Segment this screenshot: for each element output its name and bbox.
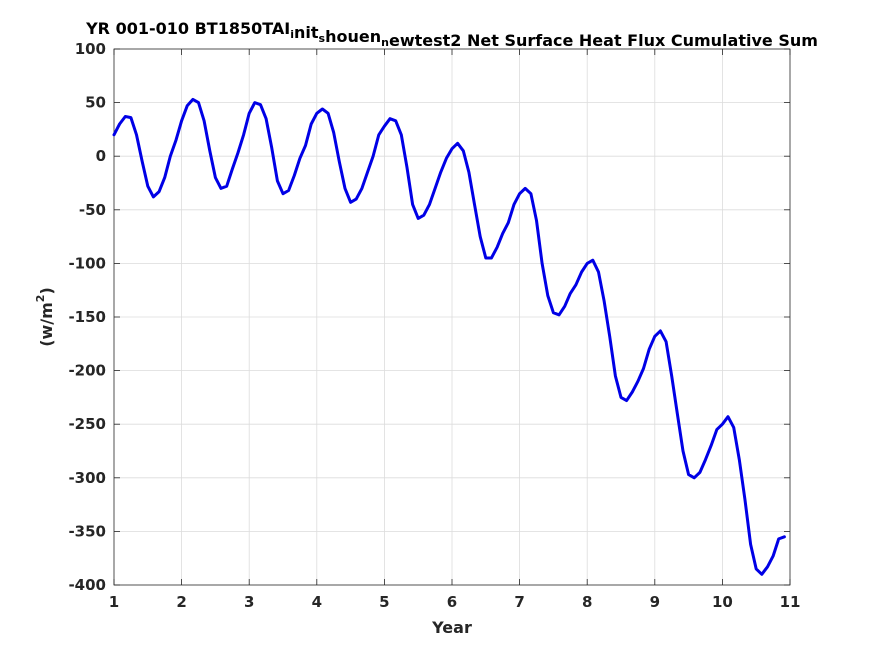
x-axis-ticks: 1 2 3 4 5 6 7 8 9 10 11 xyxy=(109,49,801,611)
y-tick-label: 50 xyxy=(85,94,106,112)
y-tick-label: -250 xyxy=(68,415,106,433)
title-part: s xyxy=(319,32,326,45)
x-tick-label: 2 xyxy=(176,593,186,611)
chart-title: YR 001-010 BT1850TAIinitshouennewtest2 N… xyxy=(85,19,818,50)
grid-lines xyxy=(114,49,790,585)
y-tick-label: 100 xyxy=(75,40,106,58)
title-part: houen xyxy=(325,27,381,46)
ylabel-close: ) xyxy=(37,287,56,294)
x-tick-label: 3 xyxy=(244,593,254,611)
title-part: nit xyxy=(294,23,319,42)
title-part: n xyxy=(381,36,389,49)
y-tick-label: -200 xyxy=(68,362,106,380)
x-tick-label: 7 xyxy=(514,593,524,611)
y-tick-label: 0 xyxy=(96,147,106,165)
title-part: YR 001-010 BT1850TAI xyxy=(85,19,290,38)
x-tick-label: 10 xyxy=(712,593,733,611)
ylabel-superscript: 2 xyxy=(34,295,47,303)
series-group xyxy=(112,97,786,576)
ylabel-text: (w/m xyxy=(37,302,56,347)
series-line xyxy=(112,97,786,576)
y-tick-label: -100 xyxy=(68,254,106,272)
y-tick-label: -350 xyxy=(68,522,106,540)
x-tick-label: 1 xyxy=(109,593,119,611)
x-tick-label: 5 xyxy=(379,593,389,611)
y-tick-label: -50 xyxy=(79,201,106,219)
x-tick-label: 4 xyxy=(312,593,322,611)
y-axis-label: (w/m2) xyxy=(34,287,56,347)
title-part: i xyxy=(290,28,294,41)
y-tick-label: -300 xyxy=(68,469,106,487)
y-tick-label: -400 xyxy=(68,576,106,594)
x-tick-label: 6 xyxy=(447,593,457,611)
y-tick-label: -150 xyxy=(68,308,106,326)
y-axis-ticks: 100 50 0 -50 -100 -150 -200 -250 -300 -350 -400 xyxy=(68,40,790,594)
title-part: ewtest2 Net Surface Heat Flux Cumulative… xyxy=(389,31,818,50)
x-axis-label: Year xyxy=(431,618,472,637)
x-tick-label: 9 xyxy=(650,593,660,611)
x-tick-label: 11 xyxy=(780,593,801,611)
x-tick-label: 8 xyxy=(582,593,592,611)
